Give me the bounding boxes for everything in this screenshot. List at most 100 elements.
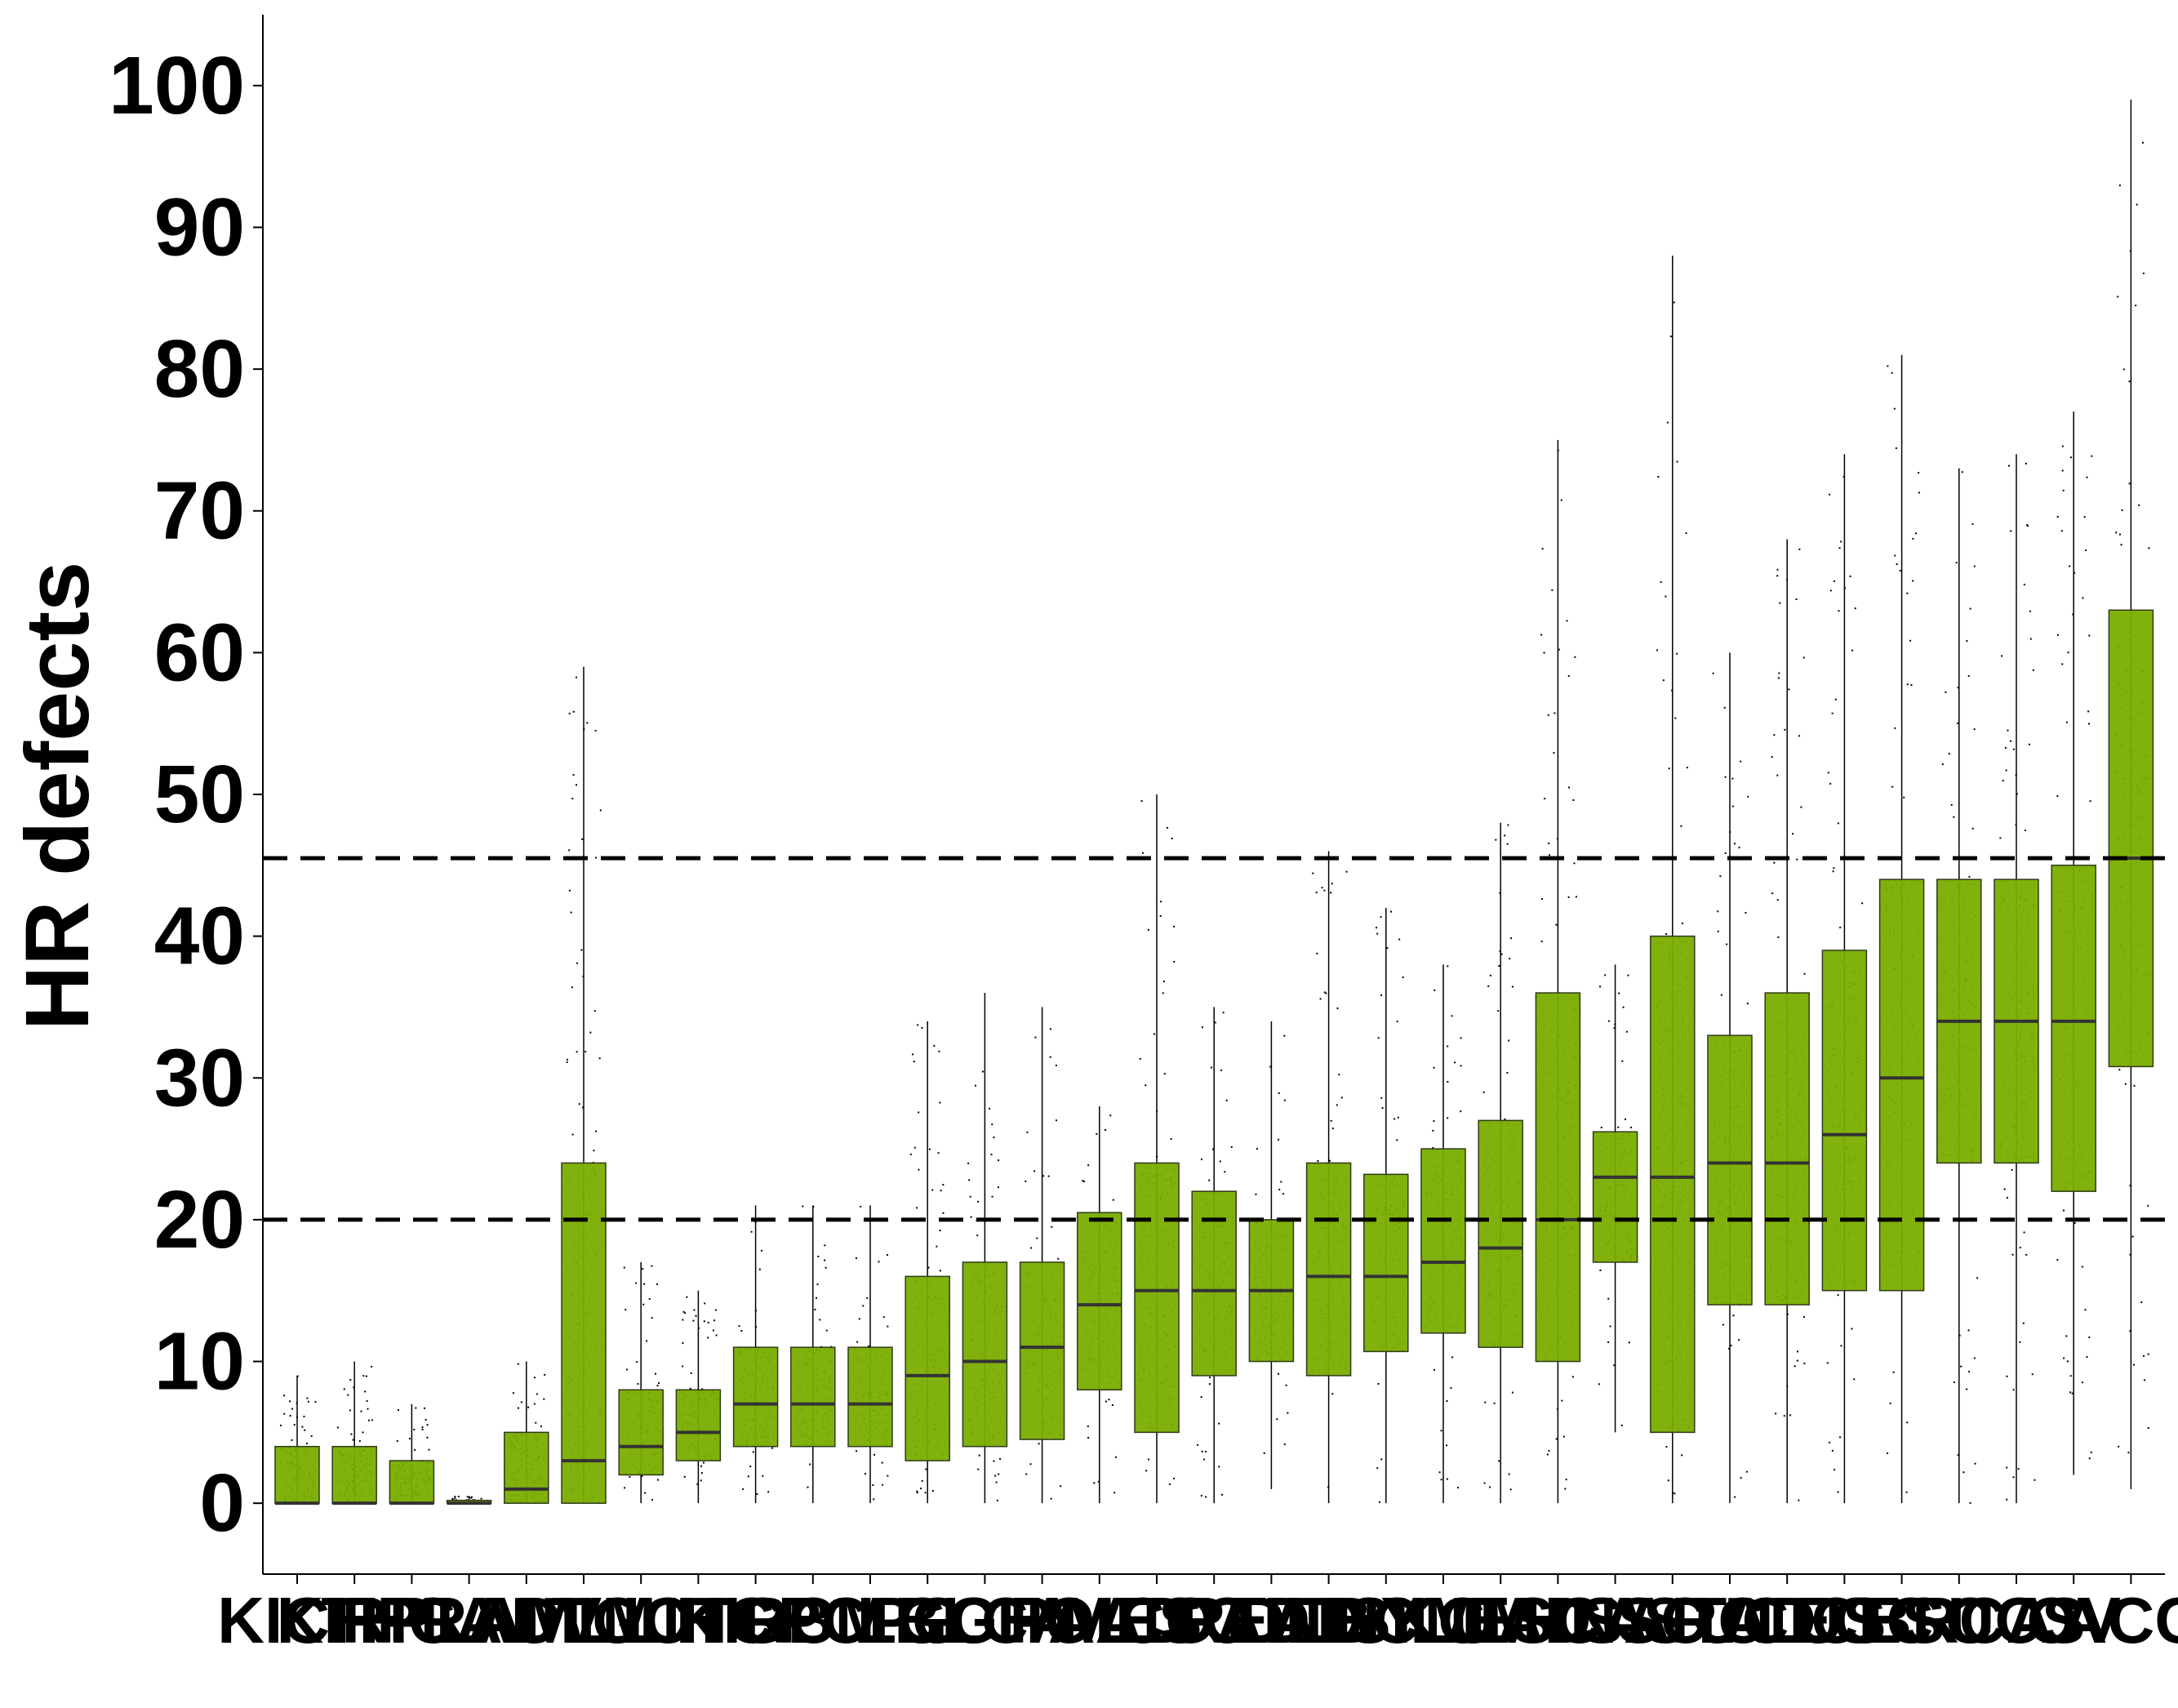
data-point (1656, 649, 1659, 652)
data-point (707, 1337, 709, 1339)
data-point (865, 1473, 867, 1475)
data-point (2011, 1253, 2014, 1256)
data-point (750, 1230, 753, 1233)
data-point (682, 1365, 684, 1368)
data-point (2087, 710, 2090, 713)
data-point (1730, 1345, 1732, 1347)
data-point (1511, 1391, 1513, 1394)
data-point (1440, 1479, 1442, 1481)
data-point (1719, 875, 1722, 878)
data-point (917, 1024, 919, 1026)
data-point (1451, 1356, 1454, 1359)
data-point (2072, 613, 2074, 616)
data-point (2063, 1357, 2065, 1359)
data-point (2136, 203, 2138, 206)
data-point (1903, 796, 1905, 798)
data-point (1114, 1456, 1117, 1458)
data-point (977, 1468, 980, 1470)
data-point (304, 1429, 306, 1431)
data-point (1962, 1471, 1965, 1474)
data-point (1912, 537, 1914, 540)
data-point (350, 1433, 353, 1435)
data-point (1509, 958, 1511, 960)
data-point (648, 1298, 651, 1301)
data-point (802, 1205, 804, 1208)
data-point (589, 1031, 592, 1034)
data-point (1096, 1132, 1098, 1135)
data-point (1495, 838, 1497, 841)
data-point (1278, 1092, 1280, 1094)
data-point (991, 1123, 993, 1126)
data-point (575, 676, 577, 678)
data-point (1906, 1421, 1909, 1424)
data-point (367, 1408, 369, 1410)
data-point (1788, 688, 1790, 691)
box-iqr (1363, 1173, 1409, 1353)
data-point (598, 1057, 601, 1060)
data-point (758, 1268, 761, 1270)
data-point (535, 1421, 537, 1424)
data-point (1609, 1325, 1611, 1328)
data-point (1447, 1117, 1449, 1119)
data-point (1797, 1350, 1799, 1353)
data-point (1974, 1462, 1976, 1465)
data-point (918, 1111, 920, 1114)
data-point (1680, 825, 1682, 827)
data-point (1620, 1424, 1623, 1426)
data-point (656, 1283, 658, 1286)
data-point (1433, 989, 1436, 991)
data-point (882, 1483, 884, 1486)
data-point (2074, 572, 2076, 574)
data-point (2065, 1335, 2068, 1337)
data-point (466, 1496, 469, 1498)
box-iqr (504, 1431, 549, 1504)
data-point (533, 1377, 536, 1379)
data-point (1055, 1064, 1057, 1066)
data-point (2142, 272, 2145, 274)
data-point (1402, 976, 1404, 978)
data-point (887, 1474, 889, 1477)
data-point (582, 1106, 585, 1109)
data-point (1666, 421, 1669, 424)
data-point (1446, 1400, 1448, 1403)
data-point (1097, 1480, 1100, 1483)
data-point (1976, 1277, 1979, 1279)
data-point (2056, 515, 2059, 518)
data-point (1433, 1066, 1435, 1069)
data-point (1201, 1026, 1203, 1029)
data-point (585, 1051, 587, 1053)
data-point (1278, 1138, 1280, 1141)
data-point (942, 1212, 945, 1214)
data-point (1148, 1458, 1150, 1461)
data-point (1945, 691, 1947, 693)
data-point (349, 1379, 352, 1381)
data-point (918, 1168, 920, 1171)
data-point (1906, 683, 1909, 686)
data-point (1544, 798, 1546, 800)
box-iqr (1764, 992, 1810, 1305)
data-point (1432, 1146, 1434, 1149)
data-point (1618, 992, 1620, 994)
data-point (1905, 1491, 1908, 1493)
data-point (1571, 1376, 1574, 1378)
data-point (989, 1107, 991, 1110)
box-iqr (1134, 1162, 1180, 1434)
data-point (1049, 1056, 1051, 1058)
data-point (642, 1303, 645, 1305)
data-point (1604, 974, 1607, 976)
data-point (2131, 1235, 2134, 1238)
data-point (1660, 580, 1662, 583)
data-point (825, 1266, 827, 1269)
data-point (1171, 837, 1173, 839)
data-point (1731, 777, 1734, 780)
data-point (913, 1061, 915, 1063)
data-point (1487, 985, 1490, 987)
data-point (696, 1483, 699, 1485)
data-point (352, 1439, 354, 1441)
data-point (1208, 1383, 1211, 1386)
data-point (2056, 634, 2059, 636)
data-point (2029, 610, 2031, 612)
data-point (1918, 491, 1920, 494)
data-point (1861, 902, 1864, 905)
data-point (921, 1479, 923, 1482)
